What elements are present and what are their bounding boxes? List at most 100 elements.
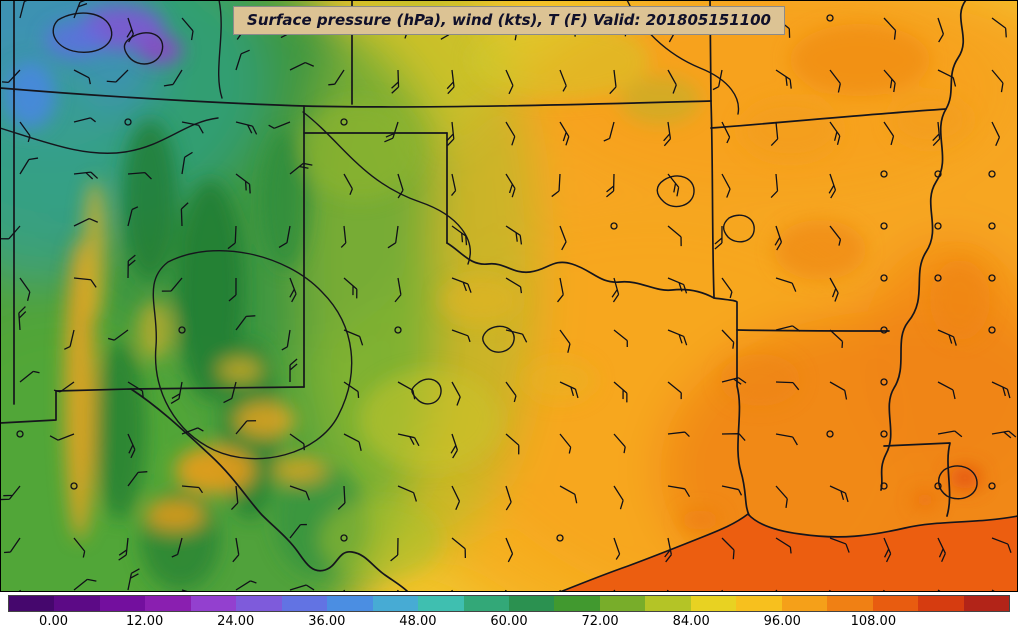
- colorbar-tick-label: 36.00: [308, 614, 346, 629]
- wind-barb: [667, 225, 682, 247]
- wind-barb: [343, 277, 358, 299]
- wind-barb: [505, 433, 520, 455]
- wind-barb: [829, 277, 839, 302]
- wind-barb: [235, 315, 256, 331]
- wind-barb: [118, 537, 129, 561]
- wind-barb: [609, 69, 617, 95]
- wind-barb: [387, 225, 399, 249]
- wind-barb: [559, 485, 578, 504]
- colorbar-tick-labels: 0.00 12.00 24.00 36.00 48.00 60.00 72.00 84.00 9…: [8, 612, 1010, 632]
- colorbar-tick-label: 108.00: [850, 614, 897, 629]
- wind-barb: [775, 277, 797, 292]
- calm-wind-circle: [70, 482, 78, 490]
- wind-barb: [937, 430, 963, 438]
- wind-barb: [829, 485, 849, 503]
- wind-barb: [107, 329, 129, 341]
- wind-barb: [235, 49, 250, 71]
- wind-barb: [19, 157, 39, 175]
- wind-barb: [451, 277, 472, 293]
- calm-wind-circle: [340, 118, 348, 126]
- wind-barb: [328, 69, 345, 86]
- wind-barb: [126, 17, 134, 43]
- calm-wind-circle: [826, 14, 834, 22]
- wind-barb: [667, 69, 677, 94]
- wind-barb: [883, 69, 896, 93]
- wind-barb: [505, 381, 517, 403]
- wind-barb: [19, 121, 31, 143]
- wind-barb: [775, 485, 788, 508]
- pressure-contours-layer: [0, 0, 978, 500]
- wind-barb: [73, 217, 99, 227]
- wind-barb: [289, 523, 307, 539]
- wind-barb: [613, 485, 624, 510]
- wind-barb: [721, 329, 735, 349]
- wind-barb: [289, 485, 310, 501]
- wind-barb: [73, 171, 99, 180]
- wind-barb: [289, 358, 298, 383]
- colorbar-segment: [236, 596, 282, 611]
- wind-barb: [712, 69, 723, 91]
- calm-wind-circle: [934, 274, 942, 282]
- wind-barb: [19, 370, 40, 383]
- wind-barb: [721, 485, 743, 496]
- wind-barb: [883, 17, 897, 40]
- wind-barb: [390, 537, 399, 562]
- wind-barb: [883, 537, 892, 563]
- wind-barb: [613, 381, 628, 403]
- colorbar-segment: [54, 596, 100, 611]
- calm-wind-circle: [394, 326, 402, 334]
- wind-barb: [289, 61, 315, 71]
- wind-barb: [106, 69, 129, 83]
- wind-barb: [505, 173, 516, 198]
- wind-barb: [73, 277, 97, 288]
- wind-barb: [991, 69, 1004, 93]
- colorbar-segment: [372, 596, 419, 611]
- wind-barb: [937, 381, 956, 400]
- wind-barb: [343, 381, 360, 398]
- wind-barb: [505, 537, 514, 563]
- wind-barb: [450, 433, 459, 459]
- colorbar-gradient: [8, 595, 1010, 612]
- wind-barb: [397, 173, 404, 199]
- wind-barb: [559, 69, 567, 92]
- temperature-shading-layer: [0, 0, 1018, 592]
- colorbar-segment: [9, 596, 55, 611]
- wind-barb: [446, 121, 455, 147]
- wind-barb: [991, 121, 1001, 147]
- colorbar-tick-label: 12.00: [126, 614, 164, 629]
- wind-barb: [397, 381, 416, 400]
- wind-barb: [64, 329, 75, 350]
- colorbar-segment: [690, 596, 737, 611]
- gulf-of-mexico-water: [560, 514, 1018, 592]
- calm-wind-circle: [988, 482, 996, 490]
- calm-wind-circle: [16, 430, 24, 438]
- wind-barb: [289, 162, 313, 175]
- wind-barb: [991, 430, 1017, 439]
- calm-wind-circle: [124, 118, 132, 126]
- colorbar-segment: [827, 596, 873, 611]
- wind-barb: [268, 121, 291, 129]
- wind-barb: [828, 173, 837, 199]
- colorbar-segment: [918, 596, 964, 611]
- wind-barb: [937, 329, 957, 346]
- wind-barb: [73, 537, 86, 558]
- wind-barb: [343, 433, 362, 451]
- calm-wind-circle: [934, 482, 942, 490]
- wind-barb: [230, 485, 239, 511]
- wind-barb: [557, 277, 564, 303]
- wind-barb: [451, 329, 471, 343]
- wind-barb: [18, 306, 27, 331]
- calm-wind-circle: [988, 170, 996, 178]
- wind-barb: [721, 433, 746, 441]
- wind-barb: [937, 69, 957, 87]
- colorbar-segment: [418, 596, 464, 611]
- calm-wind-circle: [826, 430, 834, 438]
- wind-barb: [181, 427, 204, 435]
- wind-barb: [181, 151, 193, 175]
- calm-wind-circle: [610, 222, 618, 230]
- wind-barb: [384, 121, 399, 143]
- colorbar-segment: [190, 596, 237, 611]
- wind-barb: [667, 329, 688, 346]
- colorbar-segment: [963, 596, 1009, 611]
